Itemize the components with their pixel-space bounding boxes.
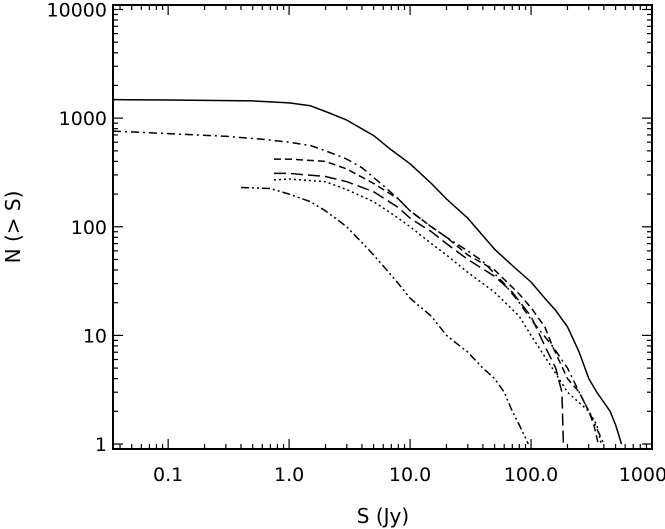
y-tick-label: 10	[83, 325, 107, 347]
y-tick-label: 1000	[59, 108, 107, 130]
series-line-1-solid	[112, 98, 623, 445]
x-axis-title: S (Jy)	[357, 504, 409, 528]
series-layer	[112, 98, 623, 445]
series-line-2-dash-dot	[112, 130, 605, 445]
x-tick-label: 1000.0	[619, 464, 665, 486]
x-tick-label: 100.0	[504, 464, 558, 486]
y-axis-title: N (> S)	[1, 191, 25, 264]
series-line-6-dash-dot-dot	[240, 186, 529, 445]
x-tick-label: 0.1	[153, 464, 183, 486]
x-tick-label: 10.0	[389, 464, 431, 486]
label-layer: 0.1 1.0 10.0 100.0 1000.0 1 10 100 1000 10000	[47, 0, 665, 486]
series-line-5-dotted	[273, 178, 602, 445]
y-tick-label: 100	[71, 217, 107, 239]
x-tick-label: 1.0	[274, 464, 304, 486]
series-line-3-dashed	[274, 158, 600, 445]
y-tick-label: 10000	[47, 0, 107, 21]
y-tick-label: 1	[95, 434, 107, 456]
series-line-4-long-dash	[274, 172, 565, 445]
tick-layer	[113, 5, 653, 450]
